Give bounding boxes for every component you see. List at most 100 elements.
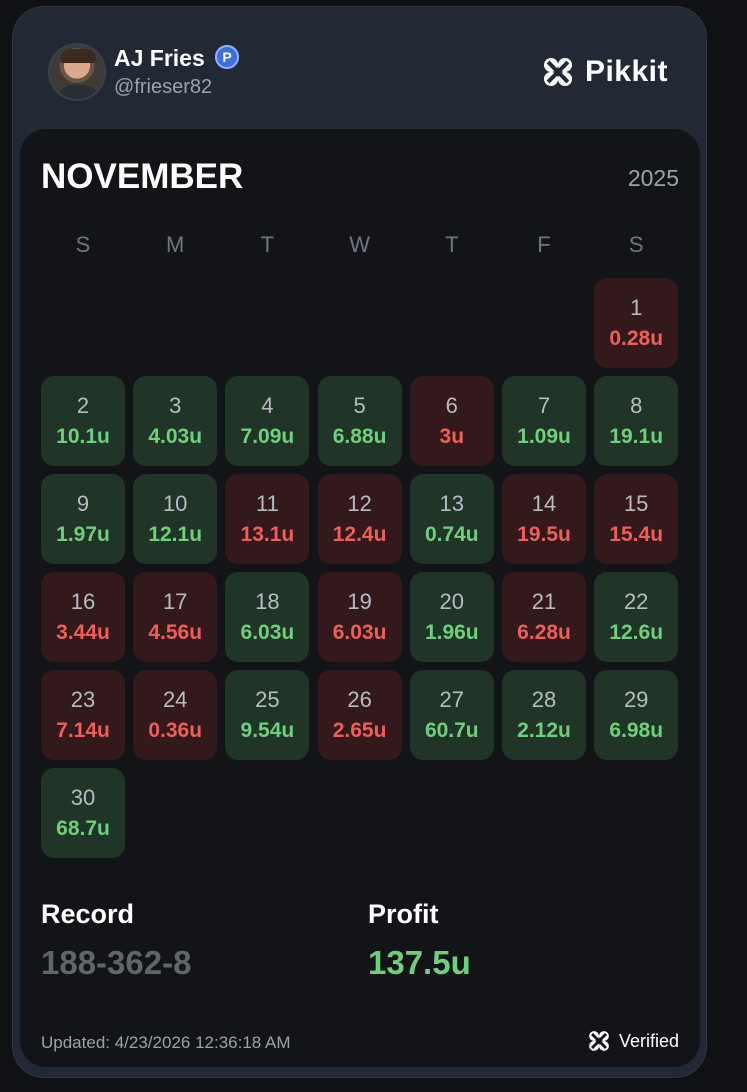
calendar-day-9[interactable]: 9 1.97u xyxy=(41,474,125,564)
day-units: 4.56u xyxy=(148,621,203,644)
day-units: 3.44u xyxy=(56,621,110,644)
day-number: 12 xyxy=(347,491,372,516)
calendar-day-27[interactable]: 27 60.7u xyxy=(409,670,494,760)
day-units: 6.88u xyxy=(332,425,387,448)
card-header: AJ Fries P @frieser82 Pikkit xyxy=(13,7,706,129)
calendar-day-2[interactable]: 2 10.1u xyxy=(41,376,125,466)
day-number: 3 xyxy=(169,393,182,418)
calendar-day-3[interactable]: 3 4.03u xyxy=(133,376,218,466)
user-handle[interactable]: @frieser82 xyxy=(114,76,213,98)
calendar-day-21[interactable]: 21 6.28u xyxy=(502,572,586,662)
profit-label: Profit xyxy=(368,899,439,929)
calendar-day-10[interactable]: 10 12.1u xyxy=(133,474,218,564)
day-number: 29 xyxy=(623,687,649,712)
day-number: 24 xyxy=(162,687,188,712)
calendar-day-11[interactable]: 11 13.1u xyxy=(225,474,310,564)
day-number: 17 xyxy=(162,589,188,614)
day-units: 0.74u xyxy=(424,523,479,546)
calendar-day-18[interactable]: 18 6.03u xyxy=(225,572,310,662)
calendar-day-8[interactable]: 8 19.1u xyxy=(594,376,679,466)
day-units: 4.03u xyxy=(148,425,203,448)
weekday-label: S xyxy=(628,232,644,257)
day-units: 1.96u xyxy=(424,621,479,644)
clover-icon xyxy=(589,1031,609,1051)
day-number: 22 xyxy=(623,589,649,614)
brand-logo: Pikkit xyxy=(541,55,668,89)
day-units: 68.7u xyxy=(56,817,110,840)
day-units: 1.09u xyxy=(517,425,571,448)
calendar-day-15[interactable]: 15 15.4u xyxy=(594,474,679,564)
day-number: 7 xyxy=(537,393,551,418)
calendar-day-5[interactable]: 5 6.88u xyxy=(317,376,402,466)
calendar-day-1[interactable]: 1 0.28u xyxy=(594,278,679,368)
calendar-day-29[interactable]: 29 6.98u xyxy=(594,670,679,760)
day-units: 6.28u xyxy=(517,621,571,644)
verified-label: Verified xyxy=(618,1030,679,1051)
calendar-day-30[interactable]: 30 68.7u xyxy=(41,768,125,858)
day-units: 19.5u xyxy=(517,523,571,546)
weekday-label: T xyxy=(260,232,275,257)
calendar-day-23[interactable]: 23 7.14u xyxy=(41,670,125,760)
profile-card-frame: AJ Fries P @frieser82 Pikkit NOVEMBER 20… xyxy=(12,6,707,1078)
calendar-day-24[interactable]: 24 0.36u xyxy=(133,670,218,760)
user-name[interactable]: AJ Fries xyxy=(114,45,205,71)
brand-name: Pikkit xyxy=(584,55,668,88)
day-number: 19 xyxy=(347,589,372,614)
weekday-label: S xyxy=(75,232,91,257)
calendar-day-16[interactable]: 16 3.44u xyxy=(41,572,125,662)
day-number: 14 xyxy=(531,491,557,516)
record-value: 188-362-8 xyxy=(41,944,192,981)
day-number: 8 xyxy=(630,393,643,418)
day-units: 0.36u xyxy=(148,719,203,742)
day-number: 11 xyxy=(255,491,279,516)
day-number: 1 xyxy=(630,295,643,320)
calendar-day-20[interactable]: 20 1.96u xyxy=(409,572,494,662)
day-units: 7.09u xyxy=(240,425,295,448)
calendar-day-25[interactable]: 25 9.54u xyxy=(225,670,310,760)
record-label: Record xyxy=(41,899,135,929)
day-units: 1.97u xyxy=(56,523,110,546)
day-number: 4 xyxy=(261,393,274,418)
day-units: 12.4u xyxy=(332,523,387,546)
day-number: 6 xyxy=(445,393,458,418)
day-number: 30 xyxy=(70,785,96,810)
calendar-day-28[interactable]: 28 2.12u xyxy=(502,670,586,760)
day-number: 21 xyxy=(531,589,557,614)
year-label: 2025 xyxy=(627,165,679,191)
calendar-day-17[interactable]: 17 4.56u xyxy=(133,572,218,662)
calendar-day-22[interactable]: 22 12.6u xyxy=(594,572,679,662)
calendar-day-6[interactable]: 6 3u xyxy=(409,376,494,466)
day-units: 12.1u xyxy=(148,523,203,546)
clover-icon xyxy=(543,58,572,86)
calendar-day-13[interactable]: 13 0.74u xyxy=(409,474,494,564)
day-units: 6.98u xyxy=(609,719,664,742)
day-number: 9 xyxy=(76,491,90,516)
calendar-day-26[interactable]: 26 2.65u xyxy=(317,670,402,760)
weekday-label: T xyxy=(445,232,459,257)
day-units: 3u xyxy=(439,425,465,448)
calendar-day-7[interactable]: 7 1.09u xyxy=(502,376,586,466)
day-units: 7.14u xyxy=(56,719,110,742)
avatar-shirt xyxy=(54,85,102,99)
calendar-day-19[interactable]: 19 6.03u xyxy=(317,572,402,662)
day-number: 26 xyxy=(347,687,372,712)
day-units: 15.4u xyxy=(609,523,664,546)
calendar-day-4[interactable]: 4 7.09u xyxy=(225,376,310,466)
day-number: 25 xyxy=(255,687,280,712)
day-number: 23 xyxy=(70,687,96,712)
calendar-day-14[interactable]: 14 19.5u xyxy=(502,474,586,564)
day-units: 6.03u xyxy=(332,621,387,644)
updated-timestamp: Updated: 4/23/2026 12:36:18 AM xyxy=(41,1033,291,1052)
day-units: 13.1u xyxy=(240,523,295,546)
day-number: 15 xyxy=(623,491,649,516)
avatar[interactable] xyxy=(48,43,106,101)
weekday-label: F xyxy=(537,232,551,257)
day-number: 2 xyxy=(76,393,90,418)
pro-badge-icon: P xyxy=(215,45,239,69)
day-number: 5 xyxy=(353,393,366,418)
calendar-day-12[interactable]: 12 12.4u xyxy=(317,474,402,564)
day-number: 20 xyxy=(439,589,465,614)
day-number: 13 xyxy=(439,491,465,516)
month-title: NOVEMBER xyxy=(41,157,244,196)
